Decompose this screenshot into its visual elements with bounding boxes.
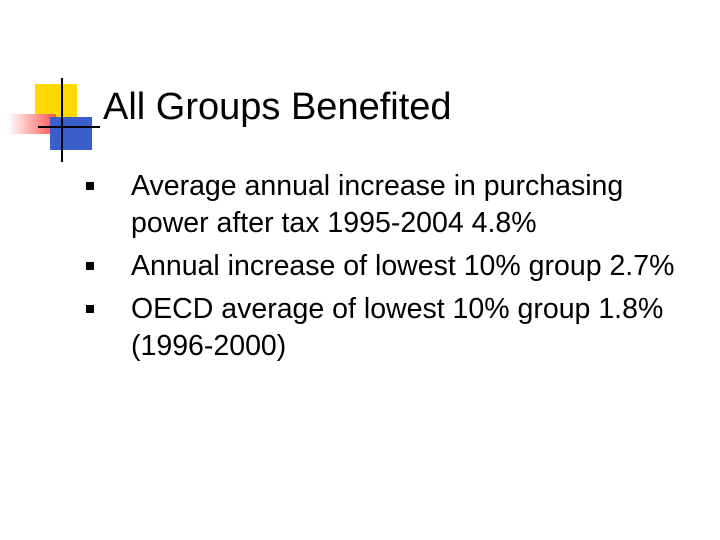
red-bar xyxy=(8,114,56,134)
bullet-marker xyxy=(86,262,94,270)
bullet-item: Average annual increase in purchasing po… xyxy=(82,168,682,242)
bullet-marker xyxy=(86,182,94,190)
bullet-text: OECD average of lowest 10% group 1.8% (1… xyxy=(131,293,664,362)
bullet-item: OECD average of lowest 10% group 1.8% (1… xyxy=(82,291,682,365)
bullet-text: Annual increase of lowest 10% group 2.7% xyxy=(131,250,675,282)
bullet-marker xyxy=(86,305,94,313)
bullet-list: Average annual increase in purchasing po… xyxy=(82,168,682,371)
bullet-item: Annual increase of lowest 10% group 2.7% xyxy=(82,248,682,285)
slide-title: All Groups Benefited xyxy=(103,86,452,128)
bullet-text: Average annual increase in purchasing po… xyxy=(131,170,624,239)
blue-square xyxy=(50,117,92,150)
